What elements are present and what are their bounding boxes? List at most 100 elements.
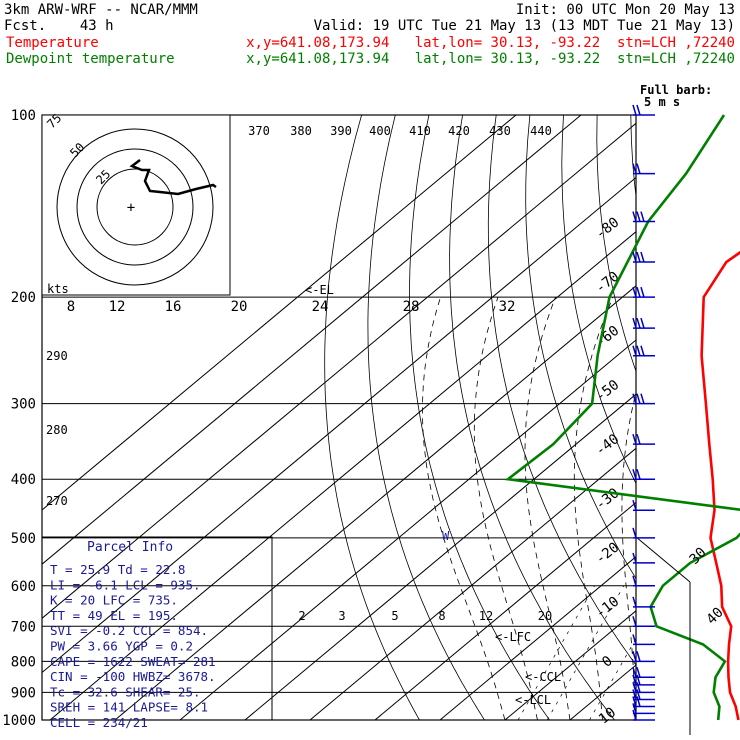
dry-adiabat-line	[409, 115, 550, 720]
parcel-info-row: CELL = 234/21	[50, 715, 148, 730]
isotherm-line	[244, 393, 636, 720]
dry-adiabat-line	[561, 115, 636, 485]
wind-barb-flag	[632, 596, 637, 608]
wind-barb-flag	[632, 527, 637, 539]
temperature-tick-label: -60	[593, 323, 623, 351]
isotherm-line	[179, 339, 636, 720]
temperature-tick-label: -40	[593, 431, 623, 459]
wind-barb-flag	[632, 345, 637, 356]
wind-barb-flag	[640, 286, 645, 298]
dry-adiabat-line	[630, 115, 636, 200]
wind-barb-flag	[636, 696, 641, 707]
dry-adiabat-line	[596, 115, 636, 373]
wind-barb-flag	[632, 211, 637, 222]
temperature-tick-label: 10	[596, 705, 619, 728]
wet-bulb-zero-label: W	[442, 529, 450, 543]
hodograph-ring	[96, 168, 174, 246]
mixing-ratio-line	[517, 585, 595, 720]
hodograph-units: kts	[47, 282, 69, 296]
mixing-ratio-label: 8	[438, 609, 445, 623]
pressure-tick-label: 600	[11, 579, 36, 595]
wind-barb-flag	[632, 575, 637, 586]
wind-barb-flag	[632, 552, 637, 564]
wind-barb-flag	[632, 163, 637, 174]
parcel-info-row: SVI = -0.2 CCL = 854.	[50, 623, 208, 638]
wind-barb-flag	[636, 251, 641, 263]
wind-barb-flag	[632, 104, 637, 116]
isotherm-line	[374, 501, 636, 720]
temperature-tick-label: -50	[593, 377, 623, 405]
pressure-tick-label: 700	[11, 619, 36, 635]
wind-barb-flag	[632, 703, 637, 714]
el-label: <-EL	[305, 283, 334, 297]
parcel-info-row: Tc = 32.6 SHEAR= 25.	[50, 684, 201, 699]
dry-adiabat-line	[487, 115, 636, 666]
wind-barb-flag	[636, 211, 641, 222]
parcel-info-title: Parcel Info	[87, 540, 173, 555]
temperature-tick-label: -20	[593, 539, 623, 567]
theta-label: 290	[46, 349, 68, 363]
dry-adiabat-line	[664, 115, 740, 720]
isentrope-label: 380	[290, 124, 312, 138]
plot-layer: 1002003004005006007008009001000-80-70-60…	[2, 104, 740, 735]
wind-barb-flag	[632, 709, 637, 721]
wind-barb-flag	[632, 616, 637, 627]
forecast-hour: Fcst. 43 h	[4, 18, 114, 34]
isotherm-line	[42, 115, 517, 511]
wind-barb-flag	[636, 393, 641, 404]
isotherm-line	[42, 115, 582, 565]
dry-adiabat-line	[324, 115, 420, 720]
parcel-info-row: K = 20 LFC = 735.	[50, 593, 178, 608]
speed-tick-label: 12	[109, 299, 126, 315]
moist-adiabat-line	[473, 296, 538, 720]
pressure-tick-label: 1000	[2, 713, 36, 729]
wind-scale-line	[635, 536, 691, 583]
pressure-tick-label: 300	[11, 397, 36, 413]
hodograph-ring	[76, 148, 194, 266]
isotherm-line	[309, 447, 636, 720]
pressure-tick-label: 800	[11, 654, 36, 670]
theta-label: 280	[46, 423, 68, 437]
parcel-info-row: T = 25.9 Td = 22.8	[50, 562, 185, 577]
dewpoint-legend: Dewpoint temperature	[6, 51, 175, 67]
pressure-tick-label: 500	[11, 531, 36, 547]
temperature-tick-label: -10	[593, 594, 623, 622]
temperature-tick-label: -80	[593, 214, 623, 242]
dewpoint-station-info: x,y=641.08,173.94 lat,lon= 30.13, -93.22…	[246, 51, 735, 67]
valid-time: Valid: 19 UTC Tue 21 May 13 (13 MDT Tue …	[314, 18, 735, 34]
speed-tick-label: 24	[312, 299, 329, 315]
wind-barb-flag	[636, 104, 641, 116]
pressure-tick-label: 400	[11, 472, 36, 488]
hodograph-ring	[56, 128, 214, 286]
temperature-station-info: x,y=641.08,173.94 lat,lon= 30.13, -93.22…	[246, 35, 735, 51]
temperature-profile	[700, 250, 740, 721]
wind-barb-flag	[640, 345, 645, 356]
isentrope-label: 390	[330, 124, 352, 138]
parcel-info-row: CIN = -100 HWBZ= 3678.	[50, 669, 216, 684]
wind-barb-flag	[632, 469, 637, 480]
init-time: Init: 00 UTC Mon 20 May 13	[516, 2, 735, 18]
wind-barb-flag	[636, 469, 641, 480]
wind-barb-flag	[632, 499, 637, 511]
clipped-grid	[42, 115, 740, 720]
wind-barb-flag	[640, 317, 645, 329]
parcel-info-table: T = 25.9 Td = 22.8LI = -6.1 LCL = 935.K …	[50, 562, 216, 730]
dry-adiabat-line	[367, 115, 485, 720]
isotherm-line	[439, 556, 636, 720]
wind-barb-flag	[636, 433, 641, 445]
isotherm-line	[42, 122, 636, 619]
isentrope-label: 410	[409, 124, 431, 138]
isotherm-line	[114, 285, 636, 720]
moist-adiabat-line	[421, 296, 506, 720]
mixing-ratio-label: 2	[298, 609, 305, 623]
wind-barb-flag	[636, 651, 641, 662]
isotherm-line	[49, 231, 636, 720]
wind-barb-flag	[632, 393, 637, 404]
ccl-label: <-CCL	[525, 670, 561, 684]
wind-barb-flag	[632, 634, 637, 645]
model-title: 3km ARW-WRF -- NCAR/MMM	[4, 2, 198, 18]
plot-frame	[41, 114, 637, 721]
wind-barb-flag	[632, 651, 637, 662]
wind-barb-flag	[636, 345, 641, 356]
